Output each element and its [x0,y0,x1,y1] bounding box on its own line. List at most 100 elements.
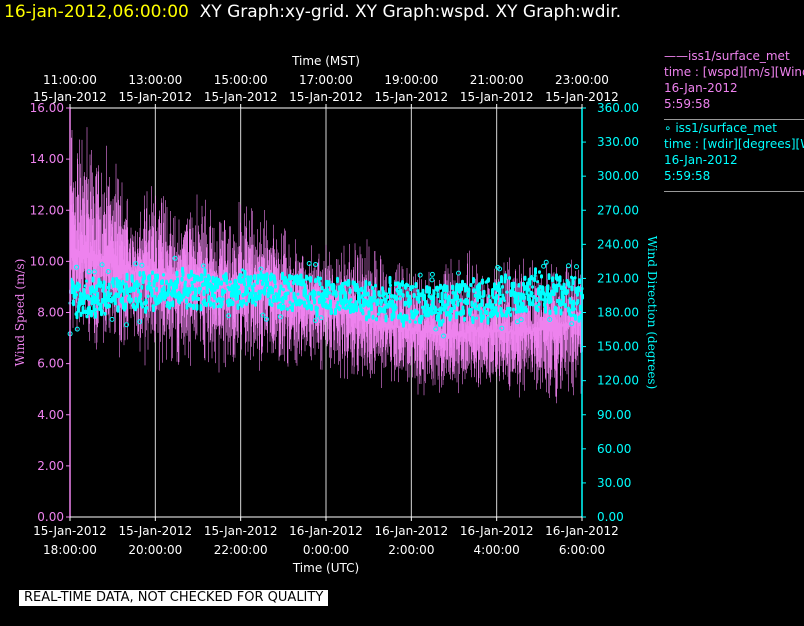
wind-direction-marker [260,312,266,318]
header-timestamp: 16-jan-2012,06:00:00 [4,2,189,22]
wind-direction-marker [440,333,446,339]
wind-direction-marker [74,264,79,270]
wind-direction-marker [417,272,423,278]
wind-direction-marker [124,322,129,328]
wind-direction-marker [226,313,232,319]
quality-notice: REAL-TIME DATA, NOT CHECKED FOR QUALITY [19,590,329,606]
wind-direction-marker [318,315,324,321]
legend-wspd-line2: time : [wspd][m/s][Wind [664,65,804,79]
left-tick-label: 6.00 [37,357,64,371]
top-tick-date: 15-Jan-2012 [119,90,193,104]
bottom-axis-label: Time (UTC) [292,561,359,575]
top-tick-date: 15-Jan-2012 [460,90,534,104]
top-tick-time: 17:00:00 [299,73,353,87]
right-tick-label: 330.00 [597,135,639,149]
wind-direction-marker [277,314,283,320]
bottom-tick-date: 16-Jan-2012 [545,524,619,538]
wind-direction-marker [541,263,547,269]
wind-direction-marker [429,277,435,283]
right-tick-label: 120.00 [597,374,639,388]
wind-direction-marker [456,270,461,276]
wind-direction-marker [429,271,435,277]
top-tick-date: 15-Jan-2012 [289,90,363,104]
wind-direction-marker [133,261,139,267]
legend-wspd: ——iss1/surface_met time : [wspd][m/s][Wi… [664,48,804,112]
wind-direction-marker [547,317,553,322]
wind-direction-marker [109,316,115,322]
wind-direction-marker [569,321,575,327]
legend-wspd-line3: 16-Jan-2012 [664,81,738,95]
left-tick-label: 12.00 [30,203,64,217]
top-tick-date: 15-Jan-2012 [204,90,278,104]
right-tick-label: 0.00 [597,510,624,524]
left-tick-label: 2.00 [37,459,64,473]
wind-direction-marker [574,264,579,270]
wind-direction-marker [137,319,143,325]
wind-direction-marker [566,263,571,269]
header-graph-list: XY Graph:xy-grid. XY Graph:wspd. XY Grap… [199,2,622,22]
left-axis-label: Wind Speed (m/s) [13,259,27,367]
right-axis-label: Wind Direction (degrees) [645,236,659,390]
bottom-tick-time: 4:00:00 [474,543,520,557]
left-tick-label: 14.00 [30,152,64,166]
right-tick-label: 300.00 [597,169,639,183]
wind-direction-marker [200,263,206,269]
bottom-tick-date: 16-Jan-2012 [375,524,449,538]
legend-wdir-line2: time : [wdir][degrees][W [664,137,804,151]
top-tick-time: 11:00:00 [43,73,97,87]
top-tick-date: 15-Jan-2012 [33,90,107,104]
legend-wdir-line1: ∘ iss1/surface_met [664,121,777,135]
legend-wspd-line1: ——iss1/surface_met [664,49,790,63]
bottom-tick-date: 15-Jan-2012 [119,524,193,538]
bottom-tick-time: 2:00:00 [388,543,434,557]
legend-wdir-line3: 16-Jan-2012 [664,153,738,167]
legend-wdir: ∘ iss1/surface_met time : [wdir][degrees… [664,120,804,184]
wind-direction-marker [495,264,501,270]
right-tick-label: 60.00 [597,442,631,456]
header-title: 16-jan-2012,06:00:00 XY Graph:xy-grid. X… [4,2,621,22]
bottom-tick-date: 15-Jan-2012 [204,524,278,538]
wind-direction-marker [518,317,524,323]
bottom-tick-date: 15-Jan-2012 [33,524,107,538]
legend-wdir-line4: 5:59:58 [664,169,711,183]
right-tick-label: 30.00 [597,476,631,490]
top-axis-label: Time (MST) [291,54,360,68]
bottom-tick-time: 6:00:00 [559,543,605,557]
bottom-tick-time: 18:00:00 [43,543,97,557]
left-tick-label: 4.00 [37,408,64,422]
right-tick-label: 150.00 [597,340,639,354]
top-tick-time: 19:00:00 [384,73,438,87]
legend-divider [664,191,804,192]
wind-direction-marker [258,266,264,272]
left-tick-label: 16.00 [30,101,64,115]
wind-direction-marker [306,261,312,266]
left-tick-label: 8.00 [37,306,64,320]
bottom-tick-time: 20:00:00 [128,543,182,557]
wind-direction-marker [139,262,145,268]
bottom-tick-time: 22:00:00 [214,543,268,557]
right-tick-label: 180.00 [597,306,639,320]
wind-direction-marker [99,262,105,268]
bottom-tick-date: 16-Jan-2012 [289,524,363,538]
bottom-tick-date: 16-Jan-2012 [460,524,534,538]
wind-direction-marker [543,259,549,265]
top-tick-date: 15-Jan-2012 [375,90,449,104]
wind-direction-marker [105,269,111,274]
right-tick-label: 210.00 [597,271,639,285]
wind-direction-marker [74,326,80,332]
top-tick-time: 15:00:00 [214,73,268,87]
left-tick-label: 10.00 [30,254,64,268]
right-tick-label: 270.00 [597,203,639,217]
top-tick-time: 21:00:00 [470,73,524,87]
top-tick-time: 13:00:00 [128,73,182,87]
wind-direction-marker [263,316,269,322]
wind-direction-marker [172,255,178,261]
wind-direction-marker [313,318,318,323]
right-tick-label: 360.00 [597,101,639,115]
right-tick-label: 90.00 [597,408,631,422]
wind-direction-marker [514,319,520,325]
wind-direction-marker [433,326,439,332]
top-tick-date: 15-Jan-2012 [545,90,619,104]
legend-wspd-line4: 5:59:58 [664,97,711,111]
